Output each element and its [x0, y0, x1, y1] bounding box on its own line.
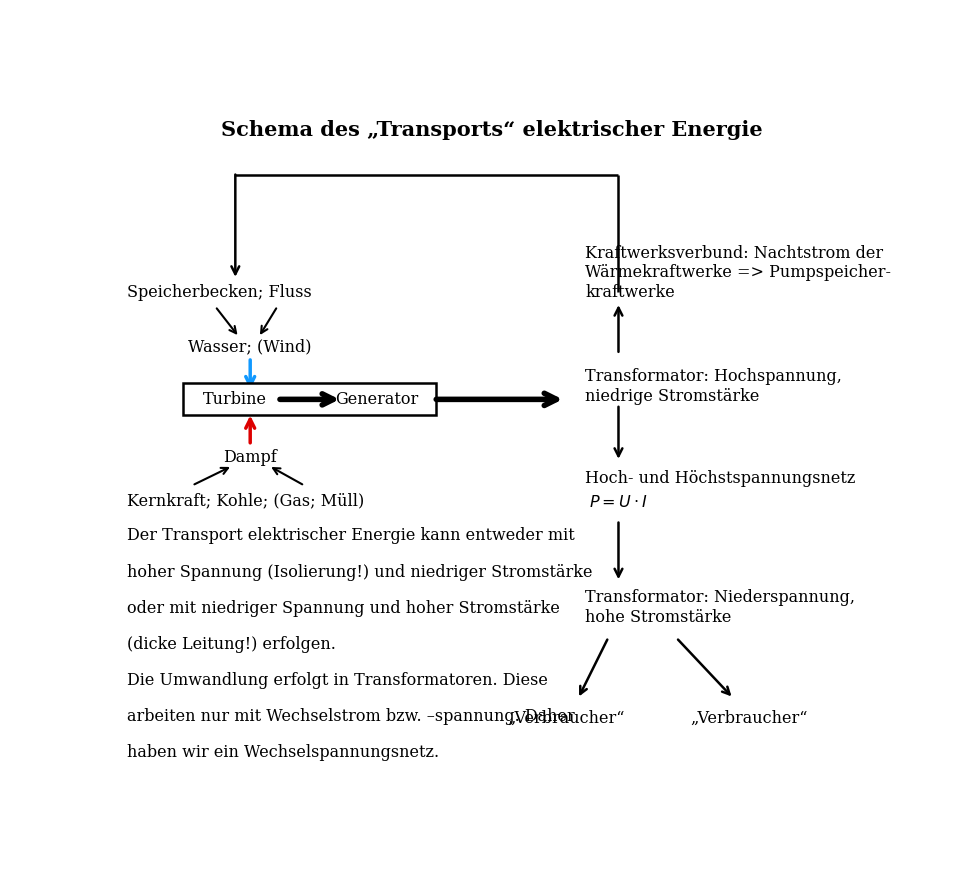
Text: Kernkraft; Kohle; (Gas; Müll): Kernkraft; Kohle; (Gas; Müll)	[128, 492, 365, 509]
Text: Kraftwerksverbund: Nachtstrom der
Wärmekraftwerke => Pumpspeicher-
kraftwerke: Kraftwerksverbund: Nachtstrom der Wärmek…	[585, 245, 891, 301]
Text: Generator: Generator	[335, 391, 419, 408]
Text: hoher Spannung (Isolierung!) und niedriger Stromstärke: hoher Spannung (Isolierung!) und niedrig…	[128, 563, 593, 580]
Text: Transformator: Hochspannung,
niedrige Stromstärke: Transformator: Hochspannung, niedrige St…	[585, 368, 842, 405]
Text: „Verbraucher“: „Verbraucher“	[508, 710, 625, 727]
Text: (dicke Leitung!) erfolgen.: (dicke Leitung!) erfolgen.	[128, 636, 336, 653]
Text: Dampf: Dampf	[224, 449, 277, 466]
Text: Hoch- und Höchstspannungsnetz: Hoch- und Höchstspannungsnetz	[585, 470, 855, 488]
Text: oder mit niedriger Spannung und hoher Stromstärke: oder mit niedriger Spannung und hoher St…	[128, 600, 561, 617]
Text: haben wir ein Wechselspannungsnetz.: haben wir ein Wechselspannungsnetz.	[128, 744, 440, 761]
Text: „Verbraucher“: „Verbraucher“	[690, 710, 807, 727]
FancyBboxPatch shape	[183, 383, 436, 415]
Text: Transformator: Niederspannung,
hohe Stromstärke: Transformator: Niederspannung, hohe Stro…	[585, 589, 855, 626]
Text: Speicherbecken; Fluss: Speicherbecken; Fluss	[128, 284, 312, 302]
Text: Wasser; (Wind): Wasser; (Wind)	[188, 339, 312, 355]
Text: Die Umwandlung erfolgt in Transformatoren. Diese: Die Umwandlung erfolgt in Transformatore…	[128, 672, 548, 689]
Text: $P = U \cdot I$: $P = U \cdot I$	[589, 494, 648, 511]
Text: Turbine: Turbine	[204, 391, 267, 408]
Text: Schema des „Transports“ elektrischer Energie: Schema des „Transports“ elektrischer Ene…	[221, 120, 763, 140]
Text: Der Transport elektrischer Energie kann entweder mit: Der Transport elektrischer Energie kann …	[128, 527, 575, 544]
Text: arbeiten nur mit Wechselstrom bzw. –spannung. Daher: arbeiten nur mit Wechselstrom bzw. –span…	[128, 708, 575, 725]
